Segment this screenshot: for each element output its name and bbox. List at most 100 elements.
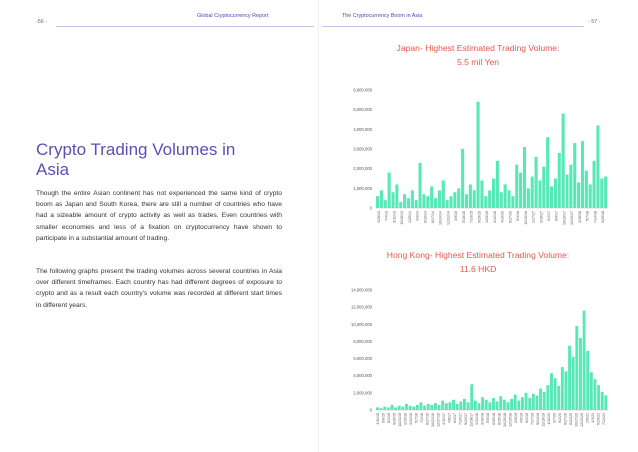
x-tick-label: 7/2/16 xyxy=(420,413,424,423)
x-tick-label: 12/15/18 xyxy=(508,413,512,427)
volume-bar xyxy=(596,125,600,208)
volume-bar xyxy=(405,404,408,410)
volume-bar xyxy=(582,310,586,410)
x-tick-label: 10/16/17 xyxy=(562,211,566,225)
x-tick-label: 6/30/18 xyxy=(492,413,496,425)
x-tick-label: 9/3/16 xyxy=(516,211,520,221)
volume-bar xyxy=(517,400,521,410)
volume-bar xyxy=(434,198,438,208)
hongkong-chart-title-line1: Hong Kong- Highest Estimated Trading Vol… xyxy=(386,250,570,260)
y-tick-label: 12,000,000 xyxy=(351,305,373,310)
x-tick-label: 4/3/14 xyxy=(416,211,420,221)
x-tick-label: 5/2/20 xyxy=(558,413,562,423)
y-tick-label: 2,000,000 xyxy=(353,390,372,395)
volume-bar xyxy=(445,200,449,208)
x-tick-label: 8/17/14 xyxy=(431,211,435,223)
x-tick-label: 2/6/21 xyxy=(586,413,590,423)
volume-bar xyxy=(448,402,452,410)
x-tick-label: 9/29/15 xyxy=(477,211,481,223)
y-tick-label: 14,000,000 xyxy=(351,288,373,293)
x-tick-label: 4/11/15 xyxy=(376,413,380,425)
volume-bar xyxy=(457,188,461,208)
y-tick-label: 3,000,000 xyxy=(353,147,372,152)
volume-bar xyxy=(604,176,608,208)
y-tick-label: 2,000,000 xyxy=(353,166,372,171)
volume-bar xyxy=(513,394,517,410)
x-tick-label: 8/25/18 xyxy=(497,413,501,425)
volume-bar xyxy=(383,200,387,208)
volume-bar xyxy=(510,398,514,410)
x-tick-label: 6/10/14 xyxy=(423,211,427,223)
volume-bar xyxy=(434,403,437,410)
x-tick-label: 7/23/15 xyxy=(470,211,474,223)
x-tick-label: 11/16/19 xyxy=(541,413,545,427)
volume-bar xyxy=(495,401,499,410)
volume-bar xyxy=(600,392,604,410)
x-tick-label: 11/18/17 xyxy=(470,413,474,427)
x-tick-label: 10/22/16 xyxy=(431,413,435,427)
volume-bar xyxy=(521,397,524,410)
article-heading-line2: Asia xyxy=(36,160,70,179)
volume-bar xyxy=(534,156,538,208)
volume-bar xyxy=(430,186,434,208)
volume-bar xyxy=(499,396,503,410)
volume-bar xyxy=(589,372,593,410)
y-tick-label: 0 xyxy=(370,408,373,413)
left-running-header: Global Cryptocurrency Report xyxy=(197,13,269,19)
volume-bar xyxy=(546,137,550,208)
volume-bar xyxy=(461,149,465,208)
volume-bar xyxy=(426,196,430,208)
volume-bar xyxy=(484,399,488,410)
volume-bar xyxy=(522,147,527,208)
volume-bar xyxy=(412,406,416,410)
volume-bar xyxy=(553,378,557,410)
x-tick-label: 7/27/19 xyxy=(530,413,534,425)
volume-bar xyxy=(503,184,507,208)
volume-bar xyxy=(410,190,414,208)
volume-bar xyxy=(423,405,427,410)
x-tick-label: 11/18/13 xyxy=(400,211,404,225)
x-tick-label: 12/12/20 xyxy=(580,413,584,427)
volume-bar xyxy=(473,400,477,410)
volume-bar xyxy=(569,164,573,208)
x-tick-label: 1/25/14 xyxy=(408,211,412,223)
x-tick-label: 6/27/16 xyxy=(508,211,512,223)
article-paragraph-1: Though the entire Asian continent has no… xyxy=(36,190,282,242)
volume-bar xyxy=(408,405,412,410)
volume-bar xyxy=(394,407,398,410)
volume-bar xyxy=(499,192,503,208)
x-tick-label: 4/6/19 xyxy=(519,413,523,423)
y-tick-label: 1,000,000 xyxy=(353,186,372,191)
volume-bar xyxy=(395,184,399,208)
volume-bar xyxy=(577,182,581,208)
x-tick-label: 12/6/15 xyxy=(485,211,489,223)
volume-bar xyxy=(466,402,470,410)
x-tick-label: 10/20/18 xyxy=(503,413,507,427)
x-tick-label: 9/11/13 xyxy=(392,211,396,223)
x-tick-label: 12/23/17 xyxy=(570,211,574,225)
volume-bar xyxy=(476,101,480,208)
volume-bar xyxy=(600,178,604,208)
volume-bar xyxy=(387,172,391,208)
x-tick-label: 1/16/16 xyxy=(403,413,407,425)
volume-bar xyxy=(418,162,422,208)
left-header-rule xyxy=(56,26,314,27)
x-tick-label: 2/11/17 xyxy=(442,413,446,425)
x-tick-label: 7/24/21 xyxy=(602,413,606,425)
volume-bar xyxy=(464,194,469,208)
volume-bar xyxy=(538,180,542,208)
volume-bar xyxy=(530,176,534,208)
volume-bar xyxy=(470,384,474,410)
volume-bar xyxy=(376,407,379,410)
x-tick-label: 6/6/15 xyxy=(381,413,385,423)
x-tick-label: 6/3/17 xyxy=(453,413,457,423)
x-tick-label: 8/9/17 xyxy=(555,211,559,221)
x-tick-label: 5/7/16 xyxy=(414,413,418,423)
volume-bar xyxy=(492,398,495,410)
volume-bar xyxy=(492,178,496,208)
volume-bar xyxy=(383,406,387,410)
volume-bar xyxy=(565,174,569,208)
volume-bar xyxy=(459,401,463,410)
volume-bar xyxy=(441,180,445,208)
